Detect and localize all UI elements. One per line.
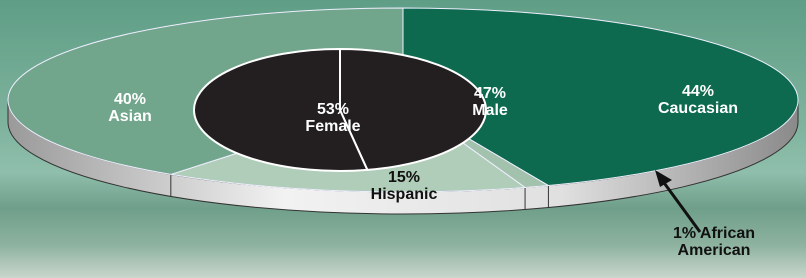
value-label: 1% <box>673 225 696 242</box>
slice-label: 44% Caucasian <box>658 83 738 117</box>
category-label: Asian <box>108 108 152 125</box>
slice-label: 53% Female <box>305 101 360 135</box>
slice-label: 15% Hispanic <box>371 169 438 203</box>
category-label: Male <box>472 102 508 119</box>
value-label: 44% <box>682 83 714 100</box>
slice-label: 40% Asian <box>108 91 152 125</box>
slice-label: 47% Male <box>472 85 508 119</box>
slice-label: 1% African American <box>664 225 764 259</box>
value-label: 15% <box>388 169 420 186</box>
category-label: Female <box>305 118 360 135</box>
category-label: Hispanic <box>371 186 438 203</box>
value-label: 40% <box>114 91 146 108</box>
chart: 44% Caucasian 1% African American 15% Hisp… <box>0 0 806 278</box>
value-label: 47% <box>474 85 506 102</box>
category-label: Caucasian <box>658 100 738 117</box>
value-label: 53% <box>317 101 349 118</box>
